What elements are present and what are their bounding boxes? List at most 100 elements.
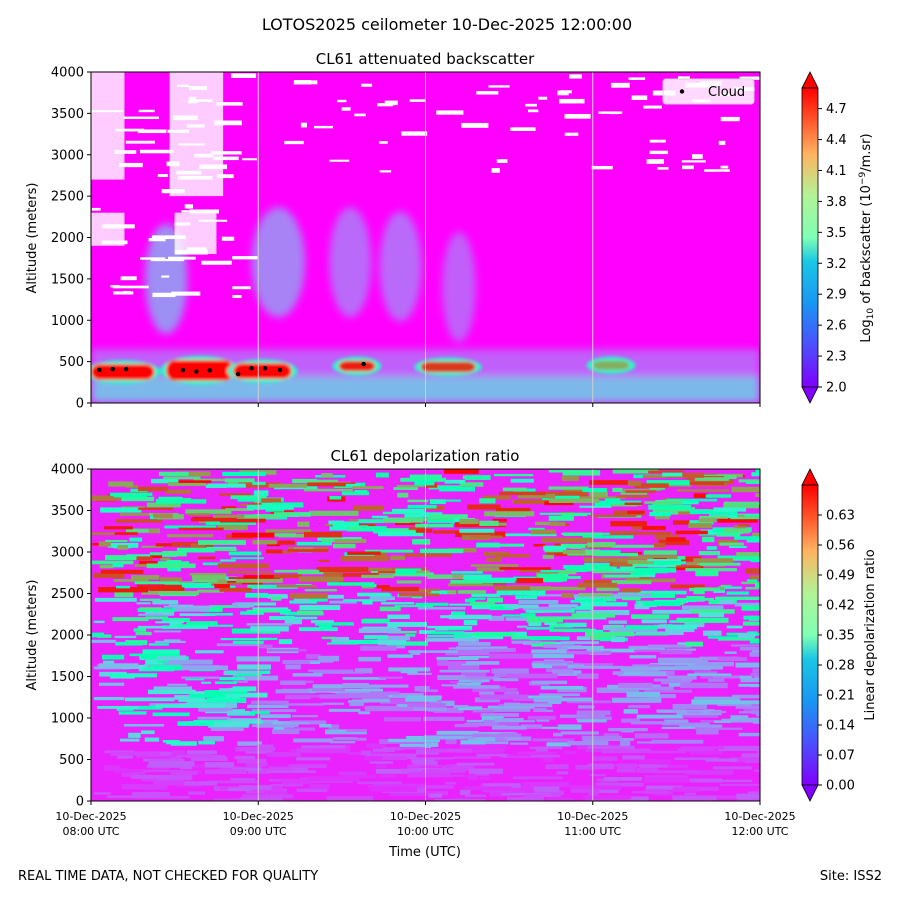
ratio-streak [471, 593, 501, 597]
ratio-streak [636, 768, 659, 773]
ratio-streak [516, 625, 528, 628]
ratio-streak [101, 654, 125, 660]
ratio-streak [170, 741, 197, 746]
ratio-streak [441, 684, 465, 687]
ratio-streak [549, 623, 573, 628]
ratio-streak [219, 493, 251, 496]
ratio-streak [381, 602, 415, 605]
ratio-streak [337, 692, 389, 698]
ratio-streak [267, 770, 316, 773]
ratio-streak [480, 776, 491, 781]
ratio-streak [191, 575, 227, 580]
no-data-streak [113, 291, 134, 295]
ratio-streak [91, 560, 134, 565]
ratio-streak [465, 661, 500, 665]
ratio-streak [219, 677, 240, 681]
no-data-streak [157, 174, 169, 178]
ratio-streak [450, 681, 484, 684]
ratio-streak [267, 594, 288, 599]
ratio-streak [293, 738, 333, 743]
ratio-streak [361, 574, 394, 579]
colorbar-tick-label: 0.56 [826, 539, 855, 554]
ratio-streak [726, 591, 749, 595]
cloud-point [361, 361, 366, 367]
ratio-streak [481, 716, 504, 722]
backscatter-gridlines [257, 72, 594, 403]
ratio-streak [310, 620, 334, 624]
ratio-streak [396, 484, 436, 488]
ratio-streak [357, 592, 390, 597]
ratio-streak [569, 616, 607, 620]
ratio-streak [439, 669, 490, 673]
y-tick-label: 0 [76, 397, 84, 412]
ratio-streak [141, 545, 164, 548]
x-tick-label-date: 10-Dec-2025 [55, 810, 126, 823]
ratio-streak [158, 591, 200, 595]
ratio-streak [292, 478, 318, 484]
ratio-streak [622, 755, 645, 760]
ratio-streak [158, 496, 183, 500]
ratio-streak [444, 499, 461, 502]
ratio-streak [292, 673, 323, 677]
ratio-streak [589, 491, 608, 497]
ratio-streak [125, 640, 148, 645]
ratio-streak [611, 697, 662, 703]
ratio-streak [666, 537, 686, 542]
ratio-streak [561, 532, 612, 535]
ratio-streak [362, 698, 390, 703]
cloud-legend[interactable]: Cloud [662, 78, 755, 105]
ratio-streak [718, 599, 735, 605]
ratio-streak [530, 529, 556, 535]
cloud-layer [420, 361, 476, 373]
ratio-streak [237, 741, 263, 746]
ratio-streak [560, 543, 589, 549]
ratio-streak [331, 637, 349, 643]
no-data-streak [564, 113, 591, 119]
ratio-streak [361, 686, 380, 690]
ratio-streak [219, 587, 252, 592]
ratio-streak [458, 655, 506, 659]
ratio-streak [400, 768, 433, 773]
ratio-streak [753, 719, 760, 724]
ratio-streak [106, 795, 159, 798]
ratio-streak [270, 510, 294, 514]
ratio-streak [178, 698, 193, 702]
ratio-streak [734, 525, 746, 531]
ratio-streak [240, 611, 265, 615]
ratio-streak [639, 759, 672, 764]
ratio-streak [739, 675, 753, 679]
ratio-streak [265, 529, 312, 533]
ratio-streak [427, 625, 473, 629]
ratio-streak [618, 682, 653, 689]
ratio-streak [383, 717, 422, 722]
ratio-streak [407, 772, 451, 778]
colorbar2-label: Linear depolarization ratio [863, 549, 878, 720]
colorbar1-label-pre: Log [859, 319, 874, 342]
ratio-streak [186, 621, 218, 625]
ratio-streak [205, 520, 256, 525]
ratio-streak [310, 784, 330, 789]
ratio-streak [530, 653, 575, 659]
ratio-streak [433, 530, 472, 534]
colorbar1-label-sup: −9 [858, 172, 868, 186]
ratio-streak [633, 649, 686, 653]
ratio-streak [528, 715, 556, 720]
ratio-streak [710, 710, 727, 714]
ratio-streak [546, 742, 571, 747]
ratio-streak [654, 534, 679, 540]
ratio-streak [451, 571, 483, 574]
ratio-streak [670, 584, 705, 589]
ratio-streak [478, 648, 516, 653]
ratio-streak [464, 722, 507, 727]
ratio-streak [579, 505, 612, 508]
no-data-block [91, 212, 125, 246]
ratio-streak [328, 708, 361, 712]
no-data-streak [569, 74, 582, 79]
ratio-streak [644, 789, 668, 794]
ratio-streak [346, 526, 387, 532]
ratio-streak [574, 597, 602, 601]
ratio-streak [621, 594, 641, 601]
ratio-streak [451, 611, 465, 617]
ratio-streak [115, 519, 163, 523]
ratio-streak [679, 724, 723, 729]
